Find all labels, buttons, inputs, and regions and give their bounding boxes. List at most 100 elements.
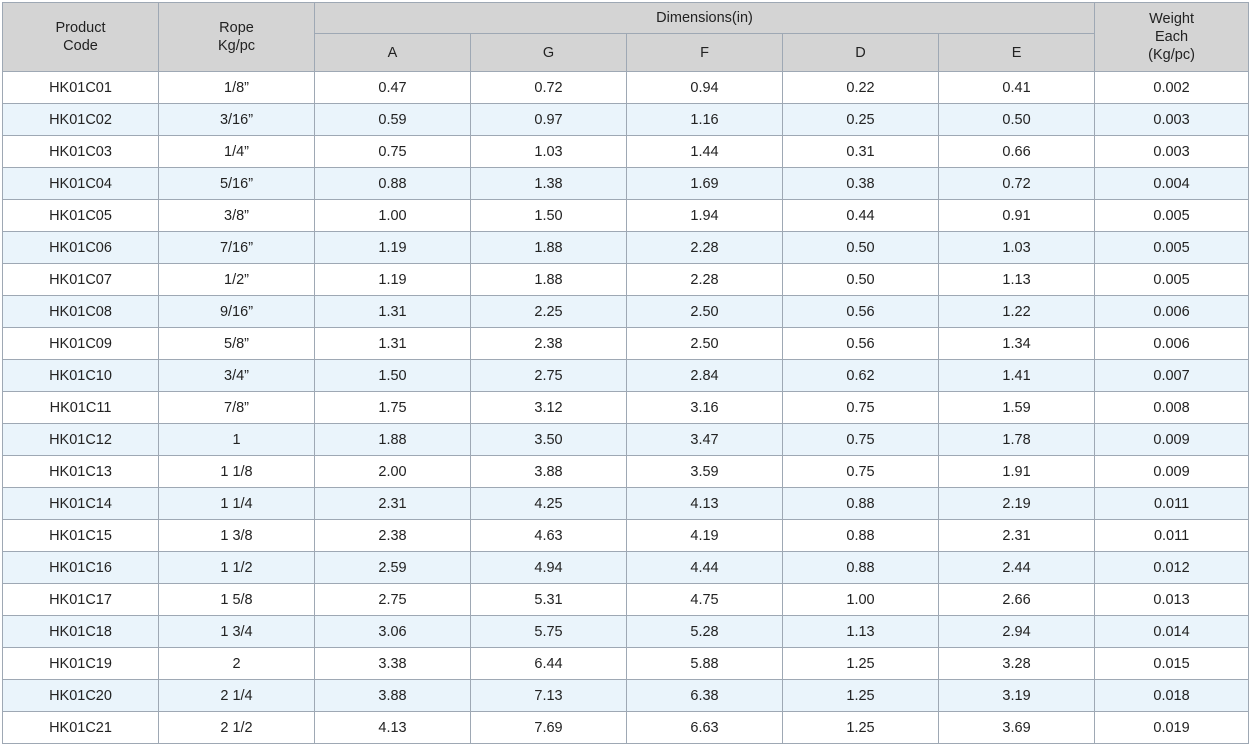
cell-dim-g: 1.38: [470, 167, 627, 200]
cell-rope: 9/16”: [158, 295, 315, 328]
header-rope: Rope Kg/pc: [158, 2, 315, 72]
cell-dim-e: 1.34: [937, 327, 1096, 360]
table-row: HK01C09 5/8” 1.31 2.38 2.50 0.56 1.34 0.006: [2, 327, 1250, 360]
table-row: HK01C07 1/2” 1.19 1.88 2.28 0.50 1.13 0.005: [2, 263, 1250, 296]
cell-product-code: HK01C04: [2, 167, 159, 200]
cell-dim-f: 4.13: [626, 487, 783, 520]
cell-rope: 7/8”: [158, 391, 315, 424]
cell-rope: 1 1/4: [158, 487, 315, 520]
cell-dim-a: 1.50: [314, 359, 471, 392]
cell-dim-e: 3.28: [937, 647, 1096, 680]
cell-rope: 3/4”: [158, 359, 315, 392]
table-row: HK01C13 1 1/8 2.00 3.88 3.59 0.75 1.91 0.009: [2, 455, 1250, 488]
cell-dim-e: 0.91: [937, 199, 1096, 232]
header-dimensions: Dimensions(in): [313, 2, 1096, 34]
cell-dim-g: 0.97: [470, 103, 627, 136]
cell-weight: 0.003: [1094, 135, 1250, 168]
cell-dim-g: 1.88: [470, 263, 627, 296]
cell-dim-f: 4.44: [626, 551, 783, 584]
cell-dim-g: 2.75: [470, 359, 627, 392]
cell-dim-d: 0.88: [782, 487, 939, 520]
cell-dim-d: 0.56: [782, 327, 939, 360]
cell-product-code: HK01C21: [2, 711, 159, 744]
cell-dim-e: 2.44: [937, 551, 1096, 584]
cell-dim-f: 2.50: [626, 295, 783, 328]
cell-dim-g: 2.38: [470, 327, 627, 360]
cell-weight: 0.013: [1094, 583, 1250, 616]
cell-dim-d: 1.13: [782, 615, 939, 648]
cell-product-code: HK01C07: [2, 263, 159, 296]
table-row: HK01C17 1 5/8 2.75 5.31 4.75 1.00 2.66 0.013: [2, 583, 1250, 616]
cell-product-code: HK01C09: [2, 327, 159, 360]
cell-dim-f: 1.44: [626, 135, 783, 168]
cell-dim-a: 1.31: [314, 295, 471, 328]
table-row: HK01C11 7/8” 1.75 3.12 3.16 0.75 1.59 0.008: [2, 391, 1250, 424]
cell-dim-f: 0.94: [626, 71, 783, 104]
header-dim-g: G: [470, 33, 627, 72]
cell-dim-e: 1.91: [937, 455, 1096, 488]
cell-product-code: HK01C12: [2, 423, 159, 456]
cell-dim-d: 0.50: [782, 263, 939, 296]
table-row: HK01C08 9/16” 1.31 2.25 2.50 0.56 1.22 0.006: [2, 295, 1250, 328]
cell-product-code: HK01C05: [2, 199, 159, 232]
cell-weight: 0.015: [1094, 647, 1250, 680]
cell-weight: 0.009: [1094, 423, 1250, 456]
table-row: HK01C10 3/4” 1.50 2.75 2.84 0.62 1.41 0.007: [2, 359, 1250, 392]
cell-dim-d: 1.00: [782, 583, 939, 616]
cell-dim-g: 7.13: [470, 679, 627, 712]
cell-dim-a: 3.88: [314, 679, 471, 712]
table-row: HK01C19 2 3.38 6.44 5.88 1.25 3.28 0.015: [2, 647, 1250, 680]
cell-product-code: HK01C01: [2, 71, 159, 104]
cell-dim-d: 0.62: [782, 359, 939, 392]
cell-dim-f: 2.84: [626, 359, 783, 392]
cell-dim-e: 2.94: [937, 615, 1096, 648]
cell-dim-d: 0.31: [782, 135, 939, 168]
cell-dim-g: 4.25: [470, 487, 627, 520]
cell-weight: 0.004: [1094, 167, 1250, 200]
cell-dim-g: 1.88: [470, 231, 627, 264]
cell-dim-g: 3.12: [470, 391, 627, 424]
cell-rope: 5/8”: [158, 327, 315, 360]
cell-rope: 1/2”: [158, 263, 315, 296]
cell-product-code: HK01C10: [2, 359, 159, 392]
cell-dim-a: 0.88: [314, 167, 471, 200]
cell-dim-a: 0.59: [314, 103, 471, 136]
cell-weight: 0.002: [1094, 71, 1250, 104]
cell-dim-a: 1.19: [314, 231, 471, 264]
cell-dim-d: 0.44: [782, 199, 939, 232]
cell-dim-e: 3.19: [937, 679, 1096, 712]
cell-weight: 0.012: [1094, 551, 1250, 584]
cell-rope: 2 1/4: [158, 679, 315, 712]
cell-product-code: HK01C20: [2, 679, 159, 712]
cell-dim-f: 6.63: [626, 711, 783, 744]
cell-dim-e: 2.19: [937, 487, 1096, 520]
cell-dim-g: 5.31: [470, 583, 627, 616]
cell-dim-d: 0.50: [782, 231, 939, 264]
cell-rope: 1 3/8: [158, 519, 315, 552]
table-row: HK01C04 5/16” 0.88 1.38 1.69 0.38 0.72 0.004: [2, 167, 1250, 200]
cell-dim-a: 1.31: [314, 327, 471, 360]
header-dim-e: E: [937, 33, 1096, 72]
cell-product-code: HK01C11: [2, 391, 159, 424]
cell-product-code: HK01C16: [2, 551, 159, 584]
cell-rope: 3/8”: [158, 199, 315, 232]
cell-dim-e: 1.78: [937, 423, 1096, 456]
cell-dim-g: 3.88: [470, 455, 627, 488]
cell-dim-e: 2.66: [937, 583, 1096, 616]
cell-dim-g: 2.25: [470, 295, 627, 328]
cell-dim-f: 1.16: [626, 103, 783, 136]
cell-dim-a: 4.13: [314, 711, 471, 744]
cell-weight: 0.005: [1094, 263, 1250, 296]
table-body: HK01C01 1/8” 0.47 0.72 0.94 0.22 0.41 0.002 HK01…: [2, 71, 1250, 744]
cell-weight: 0.007: [1094, 359, 1250, 392]
cell-rope: 5/16”: [158, 167, 315, 200]
cell-dim-f: 3.59: [626, 455, 783, 488]
cell-weight: 0.018: [1094, 679, 1250, 712]
cell-dim-g: 6.44: [470, 647, 627, 680]
cell-dim-f: 5.28: [626, 615, 783, 648]
cell-dim-e: 1.59: [937, 391, 1096, 424]
cell-product-code: HK01C19: [2, 647, 159, 680]
cell-rope: 1 5/8: [158, 583, 315, 616]
header-dim-a: A: [314, 33, 471, 72]
cell-dim-a: 1.00: [314, 199, 471, 232]
